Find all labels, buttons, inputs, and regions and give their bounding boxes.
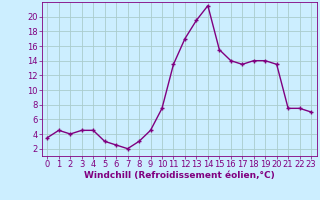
X-axis label: Windchill (Refroidissement éolien,°C): Windchill (Refroidissement éolien,°C): [84, 171, 275, 180]
